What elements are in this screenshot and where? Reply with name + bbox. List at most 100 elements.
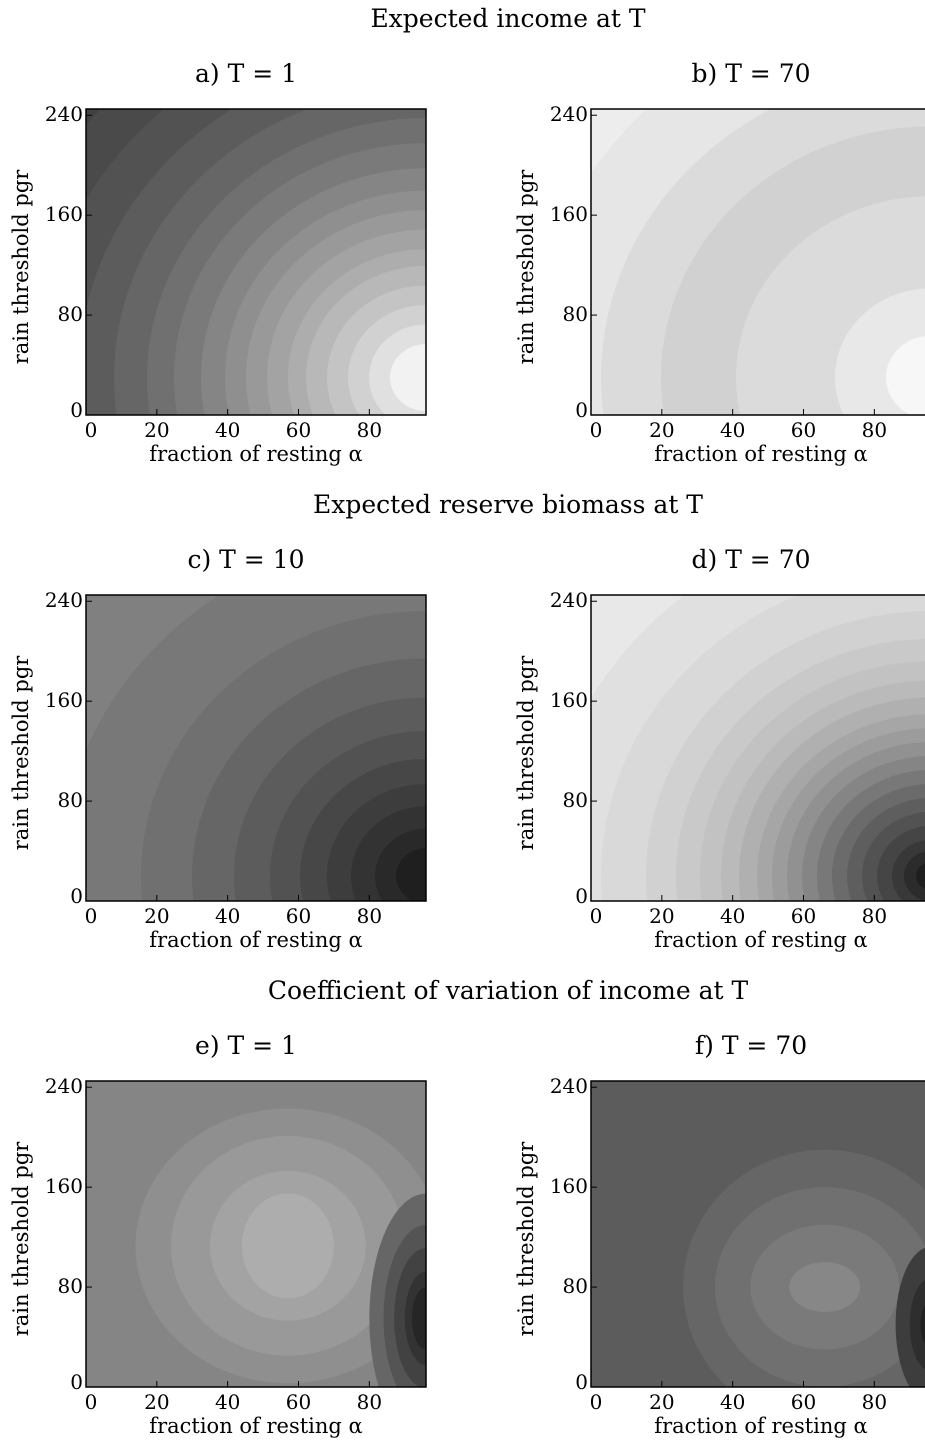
y-tick-label: 0 — [70, 884, 83, 908]
contour-band — [411, 1287, 426, 1350]
panel-b-frame — [590, 108, 925, 416]
panel-f: f) T = 70 0 20 40 60 80 0 80 160 240 fraction of r… — [514, 1031, 925, 1438]
y-axis-label: rain threshold pgr — [9, 169, 33, 365]
y-tick-label: 160 — [45, 688, 83, 712]
contour-band — [390, 344, 426, 412]
y-tick-label: 80 — [563, 302, 588, 326]
x-tick-label: 60 — [791, 1390, 816, 1414]
y-tick-label: 240 — [550, 102, 588, 126]
y-tick-label: 80 — [563, 788, 588, 812]
panel-d: d) T = 70 0 20 40 60 80 0 80 160 240 fraction of r… — [514, 545, 925, 952]
y-tick-label: 0 — [575, 1370, 588, 1394]
x-tick-label: 20 — [649, 904, 674, 928]
x-axis-label: fraction of resting α — [149, 928, 362, 952]
panel-e-heatmap — [86, 1081, 426, 1387]
x-tick-label: 40 — [720, 418, 745, 442]
panel-f-title: f) T = 70 — [695, 1031, 807, 1060]
y-tick-label: 80 — [58, 1274, 83, 1298]
x-tick-label: 20 — [144, 904, 169, 928]
x-tick-label: 20 — [649, 1390, 674, 1414]
x-tick-label: 80 — [357, 418, 382, 442]
panel-a-title: a) T = 1 — [195, 59, 297, 88]
contour-band — [920, 1305, 925, 1344]
y-tick-label: 160 — [45, 202, 83, 226]
contour-band — [396, 848, 426, 901]
panel-c: c) T = 10 0 20 40 60 80 0 80 160 240 fraction of r… — [9, 545, 427, 952]
panel-c-title: c) T = 10 — [187, 545, 304, 574]
x-tick-label: 40 — [215, 418, 240, 442]
panel-c-heatmap — [86, 595, 426, 901]
x-tick-label: 60 — [286, 1390, 311, 1414]
panel-e: e) T = 1 0 20 40 60 80 0 80 160 240 fraction of re… — [9, 1031, 427, 1438]
x-tick-label: 40 — [215, 904, 240, 928]
x-tick-label: 60 — [791, 904, 816, 928]
y-tick-label: 0 — [575, 398, 588, 422]
y-tick-label: 160 — [550, 202, 588, 226]
y-tick-label: 80 — [563, 1274, 588, 1298]
contour-band — [909, 1279, 925, 1370]
contour-band — [904, 851, 925, 901]
y-axis-label: rain threshold pgr — [9, 655, 33, 851]
x-tick-label: 80 — [862, 1390, 887, 1414]
panel-a: a) T = 1 0 20 40 60 80 0 80 160 240 fraction of re… — [9, 59, 427, 466]
y-tick-label: 80 — [58, 302, 83, 326]
y-tick-label: 240 — [550, 588, 588, 612]
panel-b: b) T = 70 0 20 40 60 80 0 80 160 240 fraction of r… — [514, 59, 925, 466]
x-tick-label: 20 — [144, 418, 169, 442]
y-tick-label: 0 — [70, 1370, 83, 1394]
row-title-coefficient-of-variation: Coefficient of variation of income at T — [268, 976, 749, 1005]
x-tick-label: 80 — [357, 1390, 382, 1414]
x-tick-label: 0 — [590, 1390, 603, 1414]
row-title-reserve-biomass: Expected reserve biomass at T — [313, 490, 703, 519]
x-tick-label: 0 — [590, 418, 603, 442]
x-tick-label: 60 — [286, 418, 311, 442]
x-tick-label: 20 — [649, 418, 674, 442]
panel-f-heatmap — [591, 1081, 925, 1387]
y-axis-label: rain threshold pgr — [514, 169, 538, 365]
panel-a-frame — [85, 108, 427, 416]
contour-band — [886, 336, 925, 415]
x-axis-label: fraction of resting α — [654, 928, 867, 952]
y-tick-label: 240 — [45, 588, 83, 612]
x-tick-label: 0 — [590, 904, 603, 928]
y-tick-label: 0 — [575, 884, 588, 908]
x-tick-label: 40 — [215, 1390, 240, 1414]
panel-f-frame — [590, 1080, 925, 1388]
panel-e-title: e) T = 1 — [195, 1031, 297, 1060]
y-tick-label: 240 — [45, 1074, 83, 1098]
x-tick-label: 60 — [791, 418, 816, 442]
x-tick-label: 0 — [85, 418, 98, 442]
y-tick-label: 160 — [550, 688, 588, 712]
y-tick-label: 240 — [550, 1074, 588, 1098]
y-tick-label: 80 — [58, 788, 83, 812]
panel-a-heatmap — [86, 109, 426, 415]
x-tick-label: 40 — [720, 904, 745, 928]
x-tick-label: 60 — [286, 904, 311, 928]
contour-band — [916, 863, 925, 889]
contour-band — [789, 1262, 861, 1313]
y-tick-label: 0 — [70, 398, 83, 422]
x-tick-label: 0 — [85, 1390, 98, 1414]
y-axis-label: rain threshold pgr — [9, 1141, 33, 1337]
panel-d-heatmap — [591, 595, 925, 901]
x-tick-label: 20 — [144, 1390, 169, 1414]
x-tick-label: 40 — [720, 1390, 745, 1414]
panel-b-title: b) T = 70 — [691, 59, 810, 88]
x-tick-label: 0 — [85, 904, 98, 928]
x-tick-label: 80 — [862, 418, 887, 442]
y-tick-label: 160 — [550, 1174, 588, 1198]
x-axis-label: fraction of resting α — [149, 1414, 362, 1438]
y-axis-label: rain threshold pgr — [514, 655, 538, 851]
y-tick-label: 240 — [45, 102, 83, 126]
panel-c-frame — [85, 594, 427, 902]
y-axis-label: rain threshold pgr — [514, 1141, 538, 1337]
panel-d-frame — [590, 594, 925, 902]
x-axis-label: fraction of resting α — [654, 1414, 867, 1438]
x-tick-label: 80 — [357, 904, 382, 928]
x-axis-label: fraction of resting α — [149, 442, 362, 466]
y-tick-label: 160 — [45, 1174, 83, 1198]
panel-b-heatmap — [591, 109, 925, 415]
x-axis-label: fraction of resting α — [654, 442, 867, 466]
row-title-income: Expected income at T — [370, 4, 645, 33]
